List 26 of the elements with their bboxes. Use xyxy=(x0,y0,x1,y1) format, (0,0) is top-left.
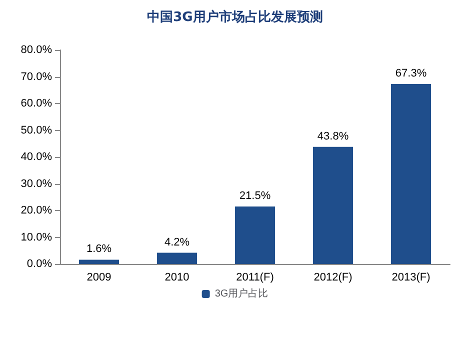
y-tick-label: 40.0% xyxy=(20,151,52,163)
y-tick-label: 10.0% xyxy=(20,231,52,244)
data-label: 43.8% xyxy=(317,130,349,142)
bar xyxy=(79,260,119,264)
y-tick-label: 0.0% xyxy=(26,258,52,270)
chart-title: 中国3G用户市场占比发展预测 xyxy=(147,9,323,25)
bar xyxy=(235,206,275,264)
x-tick-label: 2013(F) xyxy=(392,272,430,284)
y-tick-label: 20.0% xyxy=(20,204,52,216)
y-tick-label: 50.0% xyxy=(20,124,52,136)
data-label: 1.6% xyxy=(86,243,112,256)
data-label: 67.3% xyxy=(395,67,427,80)
y-tick-label: 30.0% xyxy=(20,178,52,190)
x-tick-label: 2009 xyxy=(86,272,112,284)
legend-label: 3G用户占比 xyxy=(214,288,268,300)
y-tick-label: 70.0% xyxy=(20,70,52,83)
y-tick-label: 80.0% xyxy=(20,44,52,56)
x-tick-label: 2010 xyxy=(164,272,190,284)
data-label: 4.2% xyxy=(164,236,190,248)
y-tick-label: 60.0% xyxy=(20,98,52,110)
bar xyxy=(313,146,353,264)
bar xyxy=(157,252,197,264)
x-tick-label: 2011(F) xyxy=(236,272,274,284)
x-tick-label: 2012(F) xyxy=(314,272,352,284)
data-label: 21.5% xyxy=(239,190,271,202)
bar xyxy=(391,84,431,264)
